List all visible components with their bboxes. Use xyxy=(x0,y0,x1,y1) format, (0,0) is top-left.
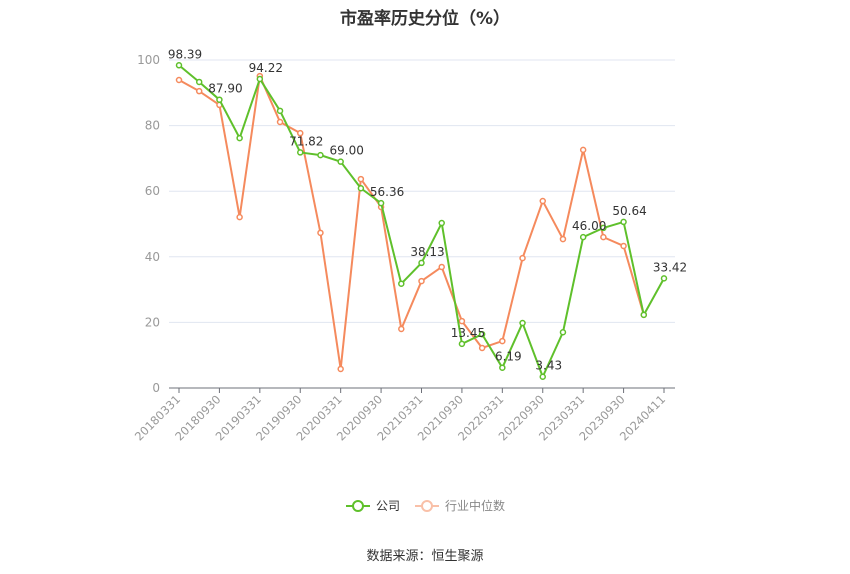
legend-label-company: 公司 xyxy=(375,499,400,513)
data-label: 87.90 xyxy=(208,82,242,96)
legend-label-industry: 行业中位数 xyxy=(445,499,506,513)
data-point[interactable] xyxy=(317,151,324,159)
data-label: 69.00 xyxy=(329,144,363,158)
y-tick-label: 100 xyxy=(137,53,160,67)
data-point[interactable] xyxy=(175,62,183,69)
y-tick-label: 20 xyxy=(145,315,160,329)
data-label: 94.22 xyxy=(249,61,283,75)
data-label: 71.82 xyxy=(289,134,323,148)
legend-industry-icon xyxy=(415,499,439,512)
data-point[interactable] xyxy=(317,229,324,237)
data-point[interactable] xyxy=(337,365,344,373)
data-labels: 98.39 87.90 94.22 71.82 69.00 56.36 38.13 13.45… xyxy=(168,47,687,372)
y-axis: 0 20 40 60 80 100 xyxy=(137,53,160,395)
chart-title: 市盈率历史分位（%） xyxy=(339,9,511,29)
data-point[interactable] xyxy=(478,344,486,352)
data-label: 98.39 xyxy=(168,47,202,61)
data-point[interactable] xyxy=(357,184,365,192)
line-chart: 0 20 40 60 80 100 201803312018093020190331201… xyxy=(132,47,687,444)
data-label: 13.45 xyxy=(451,326,485,340)
data-point[interactable] xyxy=(579,146,587,154)
grid-lines xyxy=(169,59,675,323)
series-company-line xyxy=(175,62,668,380)
x-axis: 2018033120180930201903312019093020200331… xyxy=(132,387,675,444)
data-point[interactable] xyxy=(600,233,607,241)
data-label: 46.00 xyxy=(572,219,606,233)
data-point[interactable] xyxy=(519,254,526,262)
data-point[interactable] xyxy=(297,129,304,137)
data-point[interactable] xyxy=(216,96,223,103)
legend: 公司 行业中位数 xyxy=(0,497,850,514)
data-point[interactable] xyxy=(519,319,526,327)
data-source: 数据来源：恒生聚源 xyxy=(366,549,484,564)
data-label: 3.43 xyxy=(535,359,562,373)
data-point[interactable] xyxy=(559,235,567,243)
series-industry-line xyxy=(175,72,648,373)
y-tick-label: 40 xyxy=(145,250,160,264)
data-point[interactable] xyxy=(458,340,466,348)
data-point[interactable] xyxy=(175,76,183,84)
data-point[interactable] xyxy=(377,199,385,207)
y-tick-label: 80 xyxy=(145,119,160,133)
data-point[interactable] xyxy=(579,233,587,241)
data-point[interactable] xyxy=(499,337,506,345)
data-point[interactable] xyxy=(539,373,546,380)
data-point[interactable] xyxy=(337,158,344,165)
data-label: 50.64 xyxy=(612,204,646,218)
data-point[interactable] xyxy=(559,328,567,336)
data-point[interactable] xyxy=(438,219,445,227)
data-point[interactable] xyxy=(398,325,405,333)
data-point[interactable] xyxy=(438,263,445,271)
legend-item-industry[interactable]: 行业中位数 xyxy=(414,497,505,514)
data-point[interactable] xyxy=(620,218,627,226)
data-point[interactable] xyxy=(195,78,203,86)
data-point[interactable] xyxy=(276,107,284,115)
y-tick-label: 0 xyxy=(152,381,160,395)
data-point[interactable] xyxy=(276,118,284,126)
data-point[interactable] xyxy=(620,242,627,250)
legend-company-icon xyxy=(345,499,370,512)
data-point[interactable] xyxy=(236,213,243,221)
data-point[interactable] xyxy=(256,75,264,83)
data-point[interactable] xyxy=(499,364,506,371)
data-point[interactable] xyxy=(418,259,425,267)
data-point[interactable] xyxy=(640,311,648,319)
y-tick-label: 60 xyxy=(145,184,160,198)
data-point[interactable] xyxy=(195,87,203,95)
data-point[interactable] xyxy=(458,317,466,325)
data-point[interactable] xyxy=(418,277,425,285)
data-label: 33.42 xyxy=(653,260,687,274)
data-point[interactable] xyxy=(398,280,405,287)
legend-item-company[interactable]: 公司 xyxy=(345,497,400,514)
data-label: 38.13 xyxy=(410,245,444,259)
data-label: 56.36 xyxy=(370,185,404,199)
data-point[interactable] xyxy=(539,197,546,205)
data-point[interactable] xyxy=(660,275,668,282)
data-point[interactable] xyxy=(297,149,304,156)
data-point[interactable] xyxy=(357,175,365,183)
data-point[interactable] xyxy=(478,330,486,338)
data-label: 6.19 xyxy=(495,350,522,364)
data-point[interactable] xyxy=(236,134,243,142)
data-point[interactable] xyxy=(600,224,607,232)
